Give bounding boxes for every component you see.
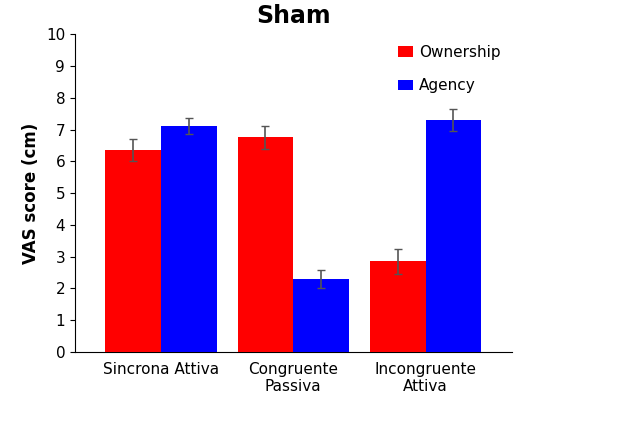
Bar bbox=[370, 261, 426, 352]
Bar bbox=[426, 120, 481, 352]
Bar bbox=[238, 137, 293, 352]
Title: Sham: Sham bbox=[256, 4, 331, 28]
Bar bbox=[293, 279, 349, 352]
Bar bbox=[161, 127, 217, 352]
Bar bbox=[105, 150, 161, 352]
Legend: Ownership, Agency: Ownership, Agency bbox=[392, 39, 507, 100]
Y-axis label: VAS score (cm): VAS score (cm) bbox=[22, 122, 41, 264]
